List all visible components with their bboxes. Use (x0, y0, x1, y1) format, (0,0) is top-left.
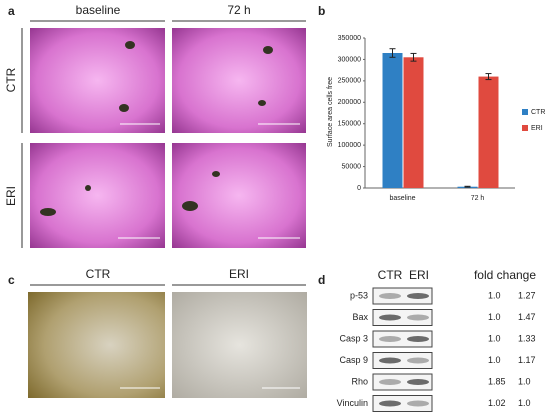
fold-change: 1.27 (518, 290, 536, 300)
column-header: CTR (378, 268, 403, 282)
fold-change: 1.02 (488, 398, 506, 408)
error-bar (464, 185, 471, 188)
row-header: CTR (4, 67, 18, 92)
fold-change: 1.0 (518, 376, 531, 386)
blot-strip (372, 352, 433, 369)
fold-change: 1.0 (518, 398, 531, 408)
blot-strip (372, 330, 433, 348)
fold-change: 1.0 (488, 290, 501, 300)
micrograph (172, 143, 306, 248)
legend-swatch (522, 109, 528, 115)
row-label: Casp 9 (339, 355, 368, 365)
blot-strip (372, 309, 433, 326)
micrograph (172, 28, 306, 133)
y-tick-label: 50000 (342, 163, 362, 170)
blot-band (407, 314, 429, 321)
row-label: Vinculin (337, 398, 368, 408)
column-header: ERI (229, 267, 249, 281)
error-bar (485, 73, 492, 81)
y-axis-label: Surface area cells free (327, 77, 334, 147)
bar-chart: 0 50000 100000 150000 200000 250000 300000 3500… (338, 35, 546, 202)
blot-strip (372, 287, 433, 305)
western-blot: p-53 1.0 1.27 Bax 1.0 1.47 Casp 3 1.0 1.33 Casp 9… (337, 287, 536, 412)
column-header: 72 h (227, 3, 250, 17)
row-label: Casp 3 (339, 333, 368, 343)
panel-label: d (318, 273, 325, 287)
blot-band (379, 379, 401, 385)
fold-change: 1.0 (488, 333, 501, 343)
blot-band (407, 400, 429, 407)
x-tick-label: baseline (389, 195, 415, 202)
micrograph (30, 28, 165, 133)
error-bar (389, 48, 396, 58)
y-tick-label: 300000 (338, 56, 361, 63)
column-header: ERI (409, 268, 429, 282)
y-tick-label: 100000 (338, 142, 361, 149)
y-tick-label: 350000 (338, 35, 361, 42)
column-header: CTR (86, 267, 111, 281)
legend-label: ERI (531, 125, 543, 132)
legend-swatch (522, 125, 528, 131)
fold-change: 1.0 (488, 312, 501, 322)
column-header: fold change (474, 268, 536, 282)
x-tick-label: 72 h (471, 195, 485, 202)
fold-change: 1.33 (518, 333, 536, 343)
row-header: ERI (4, 186, 18, 206)
row-label: p-53 (350, 290, 368, 300)
blot-band (379, 314, 401, 321)
error-bar (410, 52, 417, 62)
y-tick-label: 250000 (338, 78, 361, 85)
micrograph (30, 143, 165, 248)
row-label: Bax (352, 312, 368, 322)
blot-band (379, 400, 401, 407)
y-tick-label: 200000 (338, 99, 361, 106)
fold-change: 1.0 (488, 355, 501, 365)
bar (478, 76, 499, 188)
panel-label: b (318, 4, 325, 18)
blot-band (407, 293, 429, 299)
row-label: Rho (351, 376, 368, 386)
panel-label: a (8, 4, 15, 18)
blot-band (407, 357, 429, 364)
fold-change: 1.85 (488, 376, 506, 386)
legend-label: CTR (531, 109, 545, 116)
blot-band (379, 336, 401, 342)
fold-change: 1.17 (518, 355, 536, 365)
blot-strip (372, 395, 433, 412)
blot-band (379, 293, 401, 299)
y-tick-label: 0 (357, 185, 361, 192)
blot-strip (372, 373, 433, 391)
fold-change: 1.47 (518, 312, 536, 322)
column-header: baseline (76, 3, 121, 17)
panel-label: c (8, 273, 15, 287)
bar (403, 57, 424, 189)
blot-band (407, 336, 429, 342)
bar (382, 53, 403, 188)
blot-band (379, 357, 401, 364)
micrograph (172, 292, 307, 398)
micrograph (28, 292, 165, 398)
y-tick-label: 150000 (338, 121, 361, 128)
blot-band (407, 379, 429, 385)
